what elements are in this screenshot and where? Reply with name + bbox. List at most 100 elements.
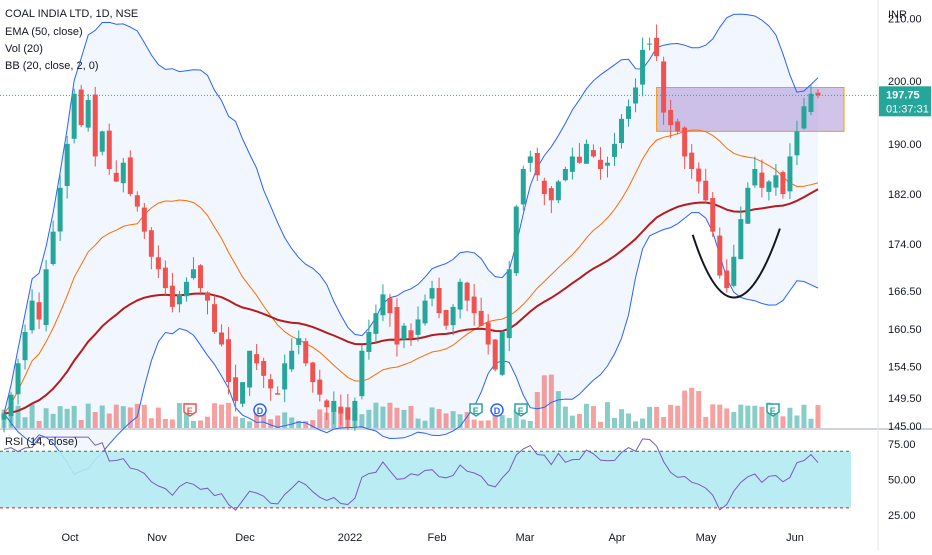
candle-body xyxy=(478,310,484,326)
volume-bar xyxy=(205,416,210,428)
candle-body xyxy=(555,181,561,201)
candle-body xyxy=(296,338,302,345)
candle-body xyxy=(703,180,709,201)
candle-body xyxy=(457,281,463,310)
candle-body xyxy=(604,162,610,166)
volume-bar xyxy=(696,391,702,428)
volume-bar xyxy=(148,418,154,428)
volume-bar xyxy=(303,421,309,428)
volume-bar xyxy=(717,404,723,428)
volume-bar xyxy=(394,407,400,428)
candle-body xyxy=(226,339,232,383)
volume-bar xyxy=(478,420,484,428)
event-marker-letter: D xyxy=(494,406,501,416)
volume-bar xyxy=(682,390,688,428)
candle-body xyxy=(780,172,786,195)
event-marker-letter: E xyxy=(473,406,479,416)
candle-body xyxy=(801,106,807,129)
volume-bar xyxy=(254,412,260,428)
volume-bar xyxy=(780,416,786,428)
candle-body xyxy=(717,235,723,276)
candle-body xyxy=(787,156,793,192)
volume-bar xyxy=(85,403,91,428)
event-marker-letter: E xyxy=(770,406,776,416)
price-tick-label: 200.00 xyxy=(888,76,922,88)
symbol-title[interactable]: COAL INDIA LTD, 1D, NSE xyxy=(5,8,139,20)
volume-bar xyxy=(317,409,323,428)
volume-bar xyxy=(226,402,232,428)
event-marker: D xyxy=(490,403,504,417)
volume-bar xyxy=(155,407,161,428)
volume-bar xyxy=(534,391,540,428)
candle-body xyxy=(15,363,21,395)
volume-bar xyxy=(668,404,674,428)
price-tick-label: 190.00 xyxy=(888,139,922,151)
candle-body xyxy=(464,282,470,301)
volume-bar xyxy=(590,406,596,428)
volume-bar xyxy=(450,411,456,428)
event-marker-letter: D xyxy=(257,406,264,416)
volume-bar xyxy=(261,410,267,428)
candle-body xyxy=(1,413,7,420)
candle-body xyxy=(759,172,765,188)
volume-bar xyxy=(703,416,709,428)
earnings-marker-shape xyxy=(766,403,780,417)
event-marker: E xyxy=(766,403,780,417)
candle-body xyxy=(359,350,365,397)
candle-body xyxy=(324,400,330,408)
volume-bar xyxy=(233,416,239,428)
candle-body xyxy=(190,269,196,279)
volume-bar xyxy=(492,414,498,428)
candle-body xyxy=(590,150,596,157)
candle-body xyxy=(317,379,323,395)
volume-bar xyxy=(120,406,126,428)
candle-body xyxy=(429,288,435,299)
candle-body xyxy=(352,400,358,421)
volume-bar xyxy=(36,420,42,428)
volume-bar xyxy=(190,420,196,428)
rsi-line xyxy=(3,436,819,511)
candle-body xyxy=(506,269,512,339)
candle-body xyxy=(619,118,625,144)
cup-drawing xyxy=(691,228,781,299)
volume-bar xyxy=(583,403,589,428)
candle-body xyxy=(275,393,281,395)
volume-bar xyxy=(464,412,470,428)
candle-body xyxy=(534,153,540,176)
rsi-legend[interactable]: RSI (14, close) xyxy=(5,436,78,448)
volume-bar xyxy=(310,420,316,428)
candle-body xyxy=(633,87,639,104)
ema-legend[interactable]: EMA (50, close) xyxy=(5,26,83,38)
event-marker-letter: E xyxy=(187,406,193,416)
volume-legend[interactable]: Vol (20) xyxy=(5,43,43,55)
candle-body xyxy=(626,106,632,119)
volume-bar xyxy=(794,415,800,428)
volume-bar xyxy=(197,420,203,428)
candle-body xyxy=(8,394,14,417)
volume-bar xyxy=(612,417,617,428)
candle-body xyxy=(92,94,98,157)
volume-bar xyxy=(562,406,568,428)
volume-bar xyxy=(801,404,807,428)
time-axis-label: Dec xyxy=(235,532,255,544)
volume-bar xyxy=(43,408,49,428)
volume-bar xyxy=(169,419,175,428)
volume-bar xyxy=(268,419,274,428)
bollinger-legend[interactable]: BB (20, close, 2, 0) xyxy=(5,60,99,72)
candle-body xyxy=(562,168,568,181)
candle-body xyxy=(345,407,351,420)
volume-bar xyxy=(282,412,288,428)
volume-bar xyxy=(212,403,218,428)
candle-body xyxy=(106,130,112,169)
candle-body xyxy=(766,181,772,192)
volume-bar xyxy=(176,403,182,428)
dividend-marker-shape xyxy=(490,403,504,417)
volume-bar xyxy=(380,406,386,428)
candle-body xyxy=(576,156,582,163)
volume-bar xyxy=(71,405,77,428)
volume-bar xyxy=(569,415,575,428)
volume-bar xyxy=(604,402,610,428)
candle-body xyxy=(303,341,309,364)
